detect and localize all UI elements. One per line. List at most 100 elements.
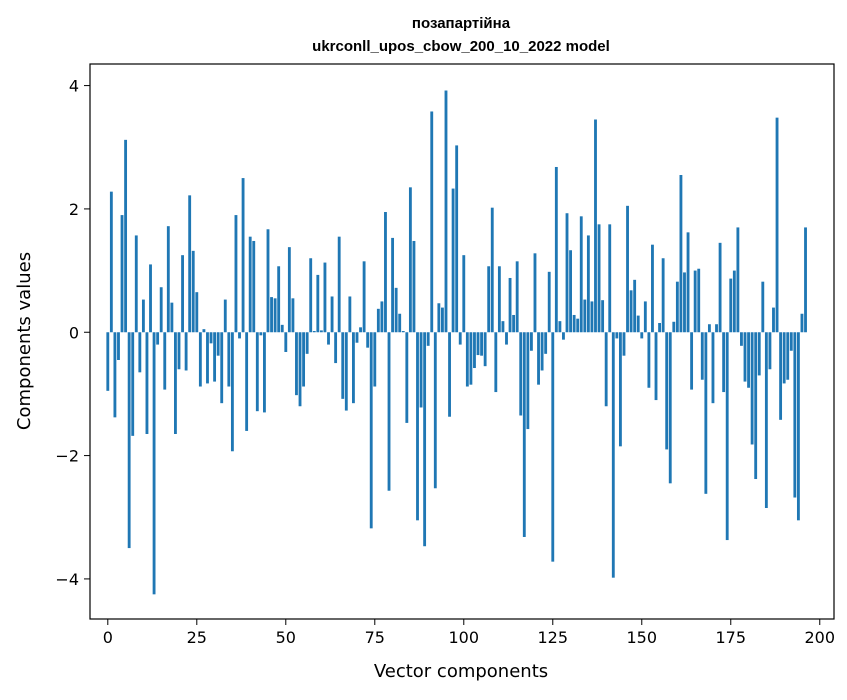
bar (255, 332, 259, 412)
bar (551, 332, 555, 562)
bar (611, 332, 615, 578)
bar (366, 332, 370, 348)
bar (707, 324, 711, 333)
bar (302, 332, 306, 387)
bar (804, 227, 807, 333)
bar (455, 145, 459, 333)
bar (412, 240, 416, 333)
bar (572, 314, 576, 333)
bar (362, 261, 366, 333)
bar (344, 332, 348, 411)
bar (793, 332, 797, 498)
bar (398, 313, 402, 333)
bar (483, 332, 487, 367)
bar (775, 117, 779, 333)
bar (423, 332, 427, 547)
bar (145, 332, 149, 434)
bar (284, 332, 288, 352)
bar (273, 298, 277, 333)
bar (757, 332, 761, 376)
bar (252, 240, 256, 333)
bar (501, 321, 505, 333)
bar (654, 332, 658, 401)
bar (747, 332, 750, 388)
x-tick-label: 25 (187, 628, 207, 647)
bar (230, 332, 234, 452)
x-tick-label: 100 (449, 628, 480, 647)
bar (522, 332, 526, 537)
bar (223, 299, 227, 333)
bar (761, 281, 765, 333)
bar (636, 315, 640, 333)
bar (469, 332, 473, 385)
bar (334, 332, 338, 364)
bar (494, 332, 498, 393)
bar (202, 329, 206, 333)
bar (387, 332, 391, 491)
bar (327, 332, 330, 345)
bar (544, 332, 548, 354)
bar (480, 332, 484, 356)
bars (106, 90, 807, 595)
bar (408, 187, 412, 333)
bar (782, 332, 786, 384)
bar (216, 332, 220, 356)
bar (305, 332, 309, 354)
y-tick-label: −4 (55, 570, 79, 589)
bar (629, 290, 633, 333)
bar (380, 301, 384, 333)
bar (683, 272, 686, 333)
bar (355, 332, 359, 343)
bar (227, 332, 231, 387)
bar (658, 323, 661, 333)
bar (401, 331, 405, 333)
y-axis-label: Components values (14, 252, 35, 430)
bar (729, 278, 733, 333)
bar (772, 307, 775, 333)
bar (426, 332, 430, 346)
bar (241, 178, 245, 333)
bar (789, 332, 793, 351)
bar (341, 332, 345, 399)
bar (633, 279, 637, 333)
bar (156, 332, 160, 345)
bar (618, 332, 622, 447)
bar (490, 207, 494, 333)
bar (740, 332, 743, 346)
bar (711, 332, 715, 404)
y-tick-label: 2 (69, 200, 79, 219)
bar (515, 261, 519, 333)
bar (601, 300, 605, 333)
bar (394, 287, 398, 333)
bar (547, 271, 551, 333)
bar (583, 299, 587, 333)
bar (141, 299, 145, 333)
bar (238, 332, 241, 339)
bar (476, 332, 480, 356)
x-tick-label: 0 (103, 628, 113, 647)
bar (359, 327, 362, 333)
bar (131, 332, 135, 436)
bar (786, 332, 790, 380)
bar (287, 247, 291, 333)
bar (594, 119, 597, 333)
bar (348, 296, 352, 333)
bar (690, 332, 694, 390)
bar (540, 332, 544, 371)
bar (184, 332, 188, 371)
bar (376, 308, 380, 333)
bar (127, 332, 131, 549)
bar (562, 332, 565, 340)
bar (647, 332, 651, 388)
bar (323, 262, 327, 333)
bar (512, 314, 516, 333)
bar (754, 332, 758, 480)
bar (665, 332, 669, 450)
bar (533, 253, 537, 333)
bar (191, 250, 195, 333)
bar (298, 332, 302, 407)
bar (526, 332, 530, 430)
plot-frame (89, 63, 835, 620)
bar (586, 235, 590, 333)
